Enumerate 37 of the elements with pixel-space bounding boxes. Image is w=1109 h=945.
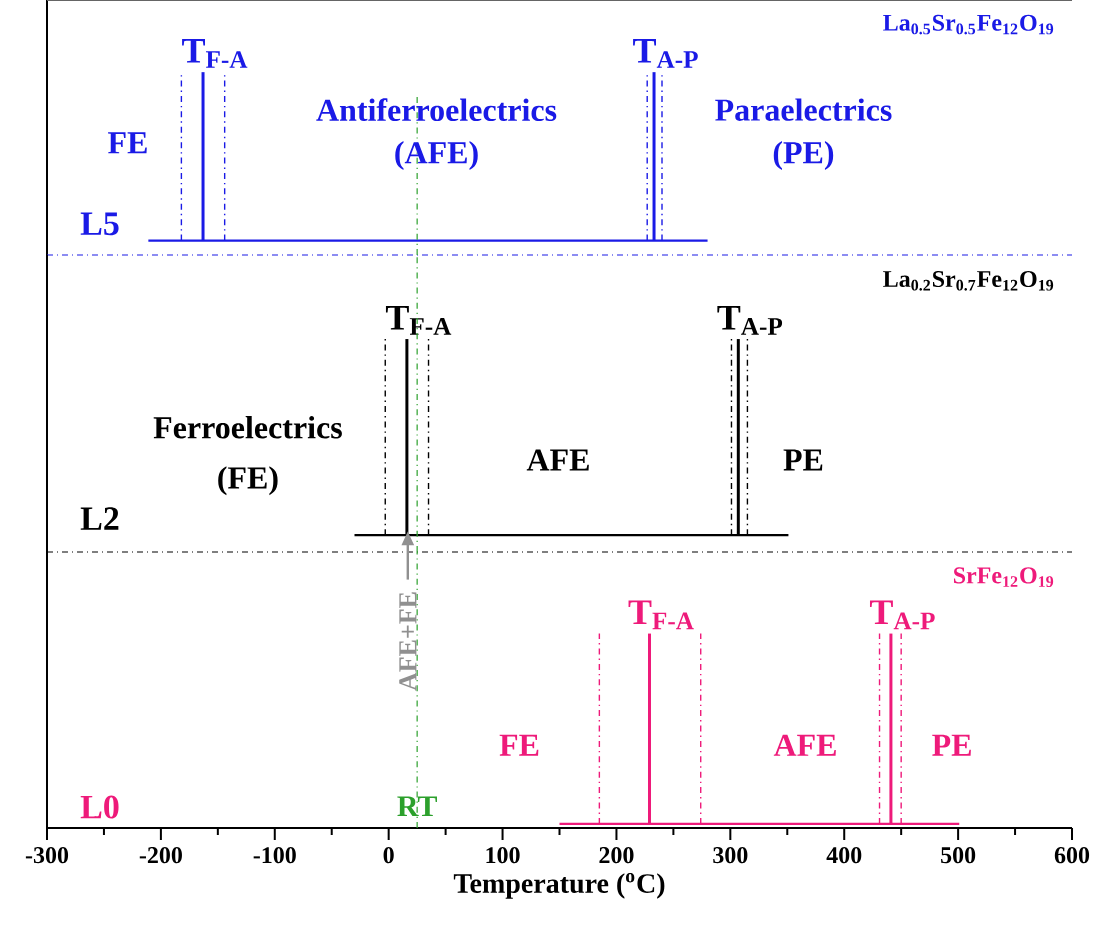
annotation: (AFE) — [395, 141, 478, 171]
x-axis-title: Temperature ($^{o}$C) — [453, 873, 665, 899]
annotation: AFE — [773, 734, 836, 756]
x-tick-label: -200 — [139, 847, 182, 864]
y-tick-label: L0 — [80, 795, 119, 819]
annotation: (FE) — [218, 466, 278, 496]
x-tick-label: 500 — [941, 847, 976, 864]
annotation: FE — [108, 132, 147, 154]
x-tick-label: 600 — [1054, 847, 1090, 864]
x-tick-label: 0 — [383, 847, 394, 864]
annotation: FE — [499, 734, 539, 756]
annotation: (PE) — [773, 141, 834, 171]
ref-line-label: T$_{F-A}$ — [182, 38, 248, 68]
x-tick-label: -300 — [25, 847, 69, 864]
ref-line-label: T$_{A-P}$ — [633, 38, 698, 68]
ref-line-label: T$_{A-P}$ — [869, 600, 935, 630]
annotation: AFE+FE — [399, 592, 417, 691]
x-tick-label: 200 — [599, 847, 634, 864]
annotation: PE — [932, 734, 971, 756]
annotation: Paraelectrics — [715, 98, 892, 121]
ref-line-label: T$_{A-P}$ — [717, 305, 783, 335]
annotation: AFE — [526, 449, 589, 471]
ref-line-label: T$_{F-A}$ — [385, 305, 452, 335]
x-tick-label: 100 — [486, 847, 520, 864]
annotation: Antiferroelectrics — [316, 98, 557, 122]
ref-line-label: RT — [397, 796, 437, 817]
chart-title: SrFe$_{12}$O$_{19}$ — [954, 567, 1054, 587]
x-tick-label: 400 — [826, 847, 862, 864]
y-tick-label: L2 — [80, 507, 119, 530]
annotation: PE — [783, 449, 823, 471]
ref-line-label: T$_{F-A}$ — [628, 600, 694, 630]
chart-title: La$_{0.5}$Sr$_{0.5}$Fe$_{12}$O$_{19}$ — [883, 14, 1054, 35]
x-tick-label: -100 — [253, 847, 296, 864]
annotation: Ferroelectrics — [153, 415, 342, 439]
x-tick-label: 300 — [713, 847, 748, 864]
chart-title: La$_{0.2}$Sr$_{0.7}$Fe$_{12}$O$_{19}$ — [883, 270, 1054, 291]
y-tick-label: L5 — [80, 212, 119, 236]
